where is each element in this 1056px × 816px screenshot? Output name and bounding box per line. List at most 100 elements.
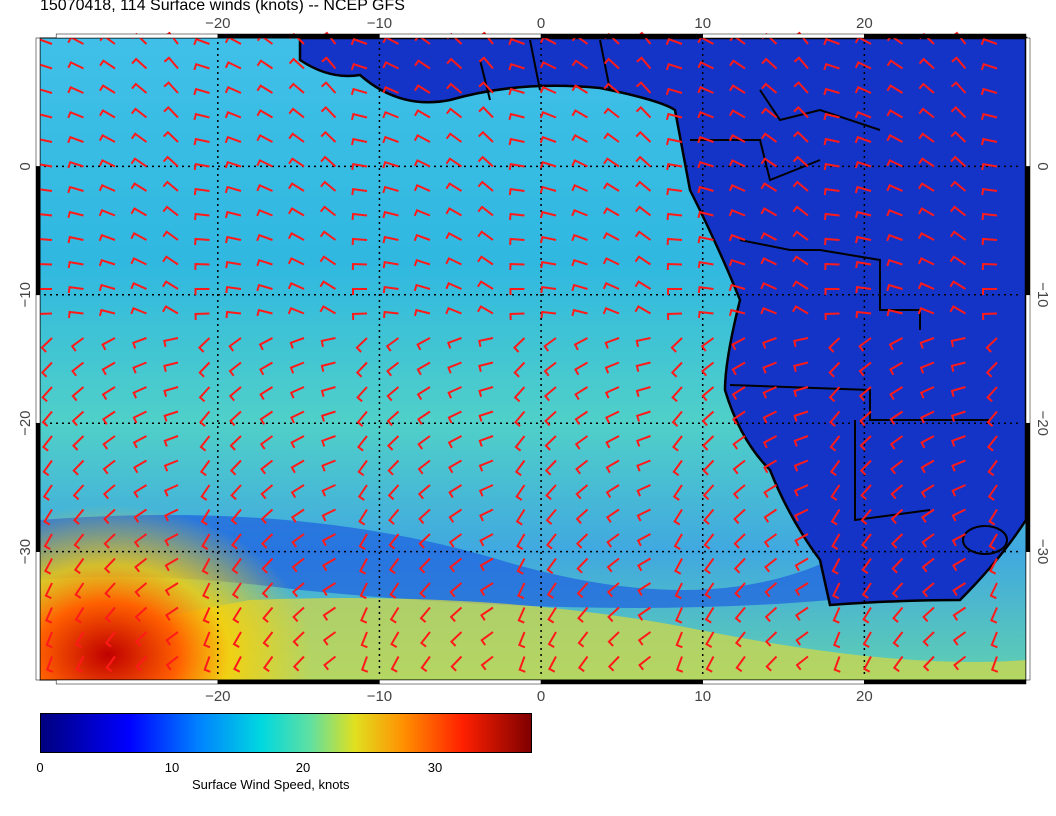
wind-barb xyxy=(413,308,431,317)
wind-barb xyxy=(577,606,589,623)
wind-barb xyxy=(98,134,116,143)
wind-barb xyxy=(479,582,494,597)
wind-barb xyxy=(794,582,809,597)
wind-barb xyxy=(133,459,148,474)
wind-barb xyxy=(130,307,147,315)
wind-barb xyxy=(728,233,746,242)
wind-barb xyxy=(920,410,935,424)
wind-barb xyxy=(356,410,368,427)
wind-barb xyxy=(99,59,116,70)
wind-barb xyxy=(665,87,683,96)
wind-barb xyxy=(350,37,368,46)
wind-barb xyxy=(980,112,998,121)
wind-barb xyxy=(918,82,935,94)
wind-barb xyxy=(261,557,274,574)
wind-barb xyxy=(513,386,526,403)
wind-barb xyxy=(448,459,463,474)
wind-barb xyxy=(67,235,84,244)
wind-barb xyxy=(980,87,998,96)
lat-labels-right: 0 −10 −20 −30 xyxy=(1034,162,1051,564)
wind-barb xyxy=(44,607,53,624)
wind-barb xyxy=(98,258,116,267)
wind-barb xyxy=(823,112,840,121)
wind-barb xyxy=(292,631,305,647)
wind-barb xyxy=(508,112,525,121)
wind-barb xyxy=(793,410,809,422)
wind-barb xyxy=(981,312,998,321)
wind-barb xyxy=(320,205,337,217)
wind-barb xyxy=(162,205,179,217)
wind-barb xyxy=(918,182,935,192)
wind-barb xyxy=(418,557,431,574)
lon-tick-label: −20 xyxy=(205,688,230,705)
wind-barb xyxy=(360,631,368,649)
wind-barb xyxy=(382,185,399,194)
wind-barb xyxy=(859,435,872,451)
wind-barb xyxy=(920,484,935,499)
wind-barb xyxy=(855,285,872,294)
wind-barb xyxy=(701,410,715,427)
wind-barb xyxy=(792,130,809,143)
wind-barb xyxy=(290,459,305,474)
wind-barb xyxy=(416,386,431,401)
wind-barb xyxy=(571,209,588,217)
wind-barb xyxy=(71,435,85,451)
wind-barb xyxy=(292,655,305,672)
wind-barb xyxy=(290,410,305,424)
wind-barb xyxy=(635,386,651,397)
wind-barb xyxy=(164,582,179,597)
wind-barb xyxy=(830,508,841,526)
wind-barb xyxy=(356,386,368,403)
wind-barb xyxy=(697,210,714,219)
wind-barb xyxy=(162,180,179,192)
lat-tick-label: −30 xyxy=(17,539,34,564)
wind-barb xyxy=(72,484,85,501)
wind-barb xyxy=(359,558,368,575)
wind-barb xyxy=(830,484,841,501)
wind-barb xyxy=(73,533,85,550)
lat-tick-label: −10 xyxy=(17,282,34,307)
wind-barb xyxy=(417,410,431,425)
wind-barb xyxy=(634,280,652,290)
wind-barb xyxy=(666,162,683,171)
wind-barb xyxy=(320,155,337,168)
wind-barb xyxy=(575,533,589,549)
wind-barb xyxy=(134,557,148,573)
wind-barb xyxy=(229,410,242,427)
wind-barb xyxy=(478,81,494,94)
wind-barb xyxy=(889,386,904,401)
wind-barb xyxy=(194,237,210,246)
wind-barb xyxy=(67,285,84,294)
wind-barb xyxy=(824,288,840,295)
wind-barb xyxy=(793,105,809,119)
wind-barb xyxy=(445,257,462,266)
wind-barb xyxy=(386,435,400,451)
wind-barb xyxy=(256,308,273,317)
wind-barb xyxy=(101,386,116,401)
wind-barb xyxy=(479,508,494,522)
wind-barb xyxy=(44,558,53,575)
wind-barb xyxy=(823,137,840,146)
wind-barb xyxy=(292,606,305,623)
wind-barb xyxy=(413,283,431,292)
wind-barb xyxy=(387,459,400,476)
wind-barb xyxy=(256,159,273,168)
wind-barb xyxy=(45,656,54,673)
wind-barb xyxy=(413,183,431,192)
wind-barb xyxy=(388,557,400,575)
wind-barb xyxy=(477,155,494,168)
wind-barb xyxy=(382,135,399,144)
wind-barb xyxy=(75,656,85,673)
wind-barb xyxy=(359,607,368,624)
wind-barb xyxy=(546,582,557,599)
wind-barb xyxy=(827,337,841,353)
wind-barb xyxy=(634,230,652,241)
wind-barb xyxy=(194,262,210,271)
wind-barb xyxy=(602,232,620,241)
wind-barb xyxy=(320,410,336,422)
wind-barb xyxy=(540,260,557,269)
wind-map[interactable]: −20 −10 0 10 20 −20 −10 0 10 20 0−10−20−30 0−10−… xyxy=(0,0,1056,705)
wind-barb xyxy=(321,56,337,70)
wind-barb xyxy=(543,386,557,402)
wind-barb xyxy=(447,435,462,449)
